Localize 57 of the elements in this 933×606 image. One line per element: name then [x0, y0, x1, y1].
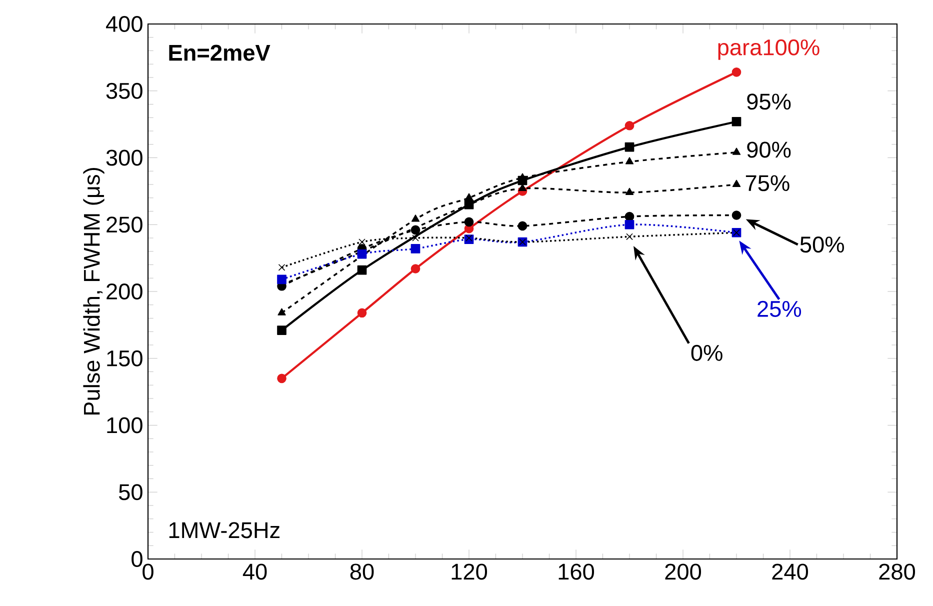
point — [411, 214, 420, 222]
point — [278, 308, 286, 316]
point — [732, 148, 741, 155]
series-label: para100% — [718, 39, 820, 60]
point — [624, 212, 634, 222]
annotation: En=2meV — [169, 44, 270, 61]
x-tick-label: 240 — [772, 564, 808, 580]
x-tick-label: 80 — [350, 564, 374, 580]
x-tick-label: 280 — [879, 564, 916, 580]
point — [277, 374, 286, 384]
point — [358, 238, 366, 246]
y-tick-label: 200 — [106, 283, 142, 300]
point — [625, 188, 634, 196]
point — [518, 221, 528, 231]
point — [624, 142, 634, 152]
point — [278, 264, 286, 271]
series-label: 90% — [747, 142, 791, 158]
point — [410, 225, 420, 235]
point — [626, 233, 633, 240]
point — [357, 308, 367, 318]
y-tick-label: 100 — [107, 417, 142, 434]
series-label: 95% — [747, 94, 791, 110]
point — [732, 180, 741, 188]
point — [464, 217, 474, 227]
point — [357, 265, 367, 275]
y-tick-label: 150 — [107, 350, 142, 366]
text: 50% — [800, 236, 844, 253]
point — [357, 249, 367, 259]
y-tick-label: 300 — [106, 150, 142, 166]
point — [732, 210, 742, 220]
legend-label: 25% — [758, 300, 802, 317]
y-tick-label: 350 — [106, 82, 142, 99]
x-tick-label: 120 — [452, 564, 488, 580]
point — [410, 244, 420, 254]
y-tick-label: 0 — [132, 550, 142, 568]
x-tick-label: 0 — [142, 564, 154, 580]
y-tick-label: 250 — [106, 216, 142, 233]
point — [410, 264, 420, 274]
y-tick-label: 50 — [118, 484, 142, 500]
point — [464, 193, 474, 200]
series-label: 75% — [746, 175, 790, 192]
point — [624, 120, 634, 130]
point — [625, 157, 634, 164]
point — [277, 274, 286, 284]
text: 0% — [691, 344, 722, 361]
x-tick-label: 160 — [558, 564, 594, 580]
point — [732, 67, 742, 77]
annotation: 1MW-25Hz — [169, 522, 280, 538]
point — [624, 220, 634, 230]
point — [412, 234, 419, 242]
y-axis-title: Pulse Width, FWHM (μs) — [83, 168, 104, 415]
point — [732, 116, 742, 126]
x-tick-label: 200 — [665, 564, 702, 580]
x-tick-label: 40 — [242, 564, 267, 580]
y-tick-label: 400 — [106, 16, 142, 32]
point — [277, 326, 286, 335]
point — [466, 234, 472, 242]
